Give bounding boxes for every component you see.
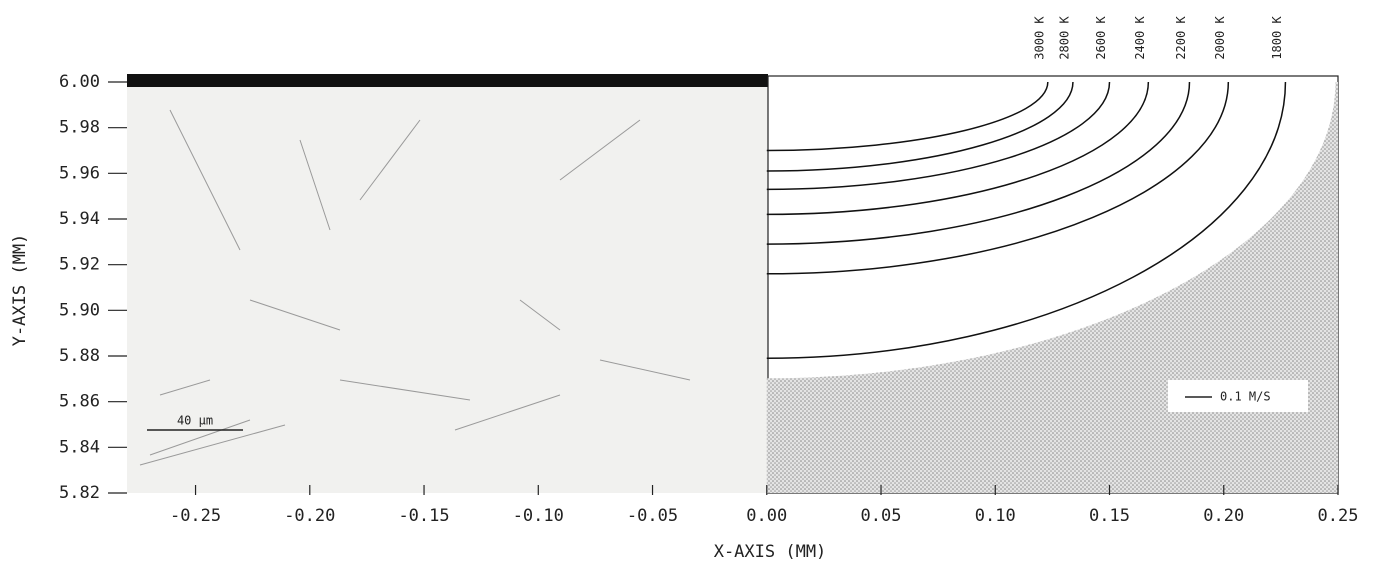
scale-bar-label: 40 μm xyxy=(177,414,213,428)
x-tick-label: 0.10 xyxy=(975,506,1016,526)
isotherm-label: 2800 K xyxy=(1057,16,1071,60)
isotherm-label: 2000 K xyxy=(1213,16,1227,60)
y-tick-label: 5.92 xyxy=(59,255,100,275)
velocity-key-label: 0.1 M/S xyxy=(1220,390,1271,404)
y-tick-label: 6.00 xyxy=(59,72,100,92)
y-tick-label: 5.90 xyxy=(59,300,100,320)
y-tick-label: 5.88 xyxy=(59,346,100,366)
x-tick-label: -0.20 xyxy=(284,506,335,526)
x-tick-label: -0.15 xyxy=(398,506,449,526)
x-tick-label: 0.15 xyxy=(1089,506,1130,526)
isotherm-label: 1800 K xyxy=(1270,16,1284,60)
y-tick-label: 5.98 xyxy=(59,118,100,138)
chart: 40 μm Y-AXIS (MM) X-AXIS (MM) 6.00 5.98 5.… xyxy=(0,0,1393,574)
x-tick-label: 0.20 xyxy=(1203,506,1244,526)
velocity-key: 0.1 M/S xyxy=(1168,380,1308,412)
y-tick-label: 5.94 xyxy=(59,209,100,229)
x-tick-label: 0.05 xyxy=(861,506,902,526)
y-tick-label: 5.82 xyxy=(59,483,100,503)
x-tick-label: -0.10 xyxy=(513,506,564,526)
isotherm-label: 2600 K xyxy=(1094,16,1108,60)
isotherm-label: 2400 K xyxy=(1133,16,1147,60)
micrograph xyxy=(127,82,768,493)
surface-bar xyxy=(127,74,768,87)
x-tick-label: -0.25 xyxy=(170,506,221,526)
x-tick-label: 0.00 xyxy=(746,506,787,526)
y-axis-title: Y-AXIS (MM) xyxy=(10,234,30,347)
x-tick-label: -0.05 xyxy=(627,506,678,526)
x-tick-label: 0.25 xyxy=(1318,506,1359,526)
y-tick-label: 5.96 xyxy=(59,163,100,183)
y-tick-label: 5.84 xyxy=(59,437,100,457)
page: {"chart_data": { "type": "isotherm", "x_… xyxy=(0,0,1393,574)
x-axis-title: X-AXIS (MM) xyxy=(714,542,827,562)
isotherm-label: 3000 K xyxy=(1032,16,1046,60)
y-tick-label: 5.86 xyxy=(59,392,100,412)
isotherm-label: 2200 K xyxy=(1174,16,1188,60)
